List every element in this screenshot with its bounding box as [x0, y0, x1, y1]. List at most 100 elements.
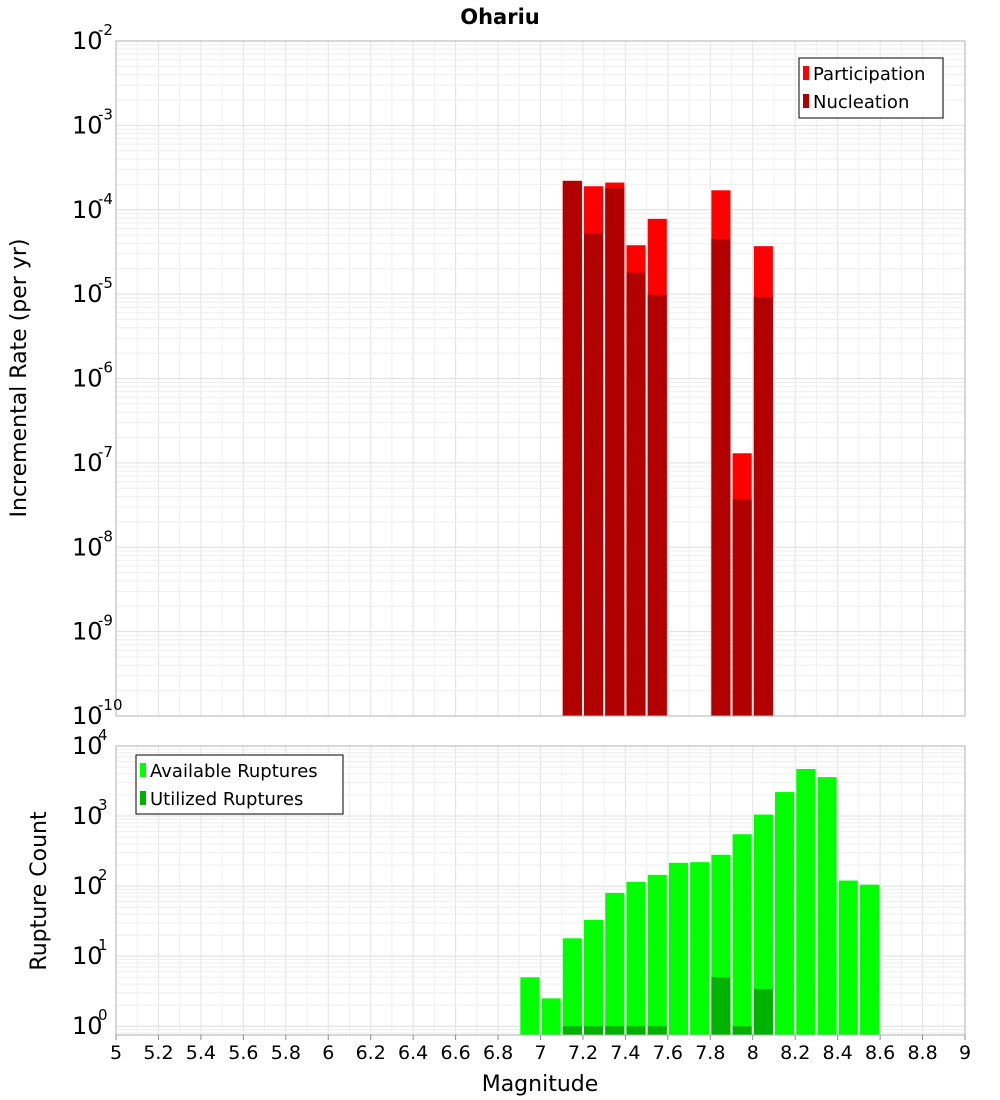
x-tick-label: 7.8 — [695, 1042, 725, 1064]
bar-overlay-nucleation — [753, 297, 773, 716]
y-tick-label: 10-5 — [72, 274, 113, 308]
y-tick-exponent: -7 — [98, 443, 113, 461]
x-tick-label: 8 — [747, 1042, 759, 1064]
y-tick-label: 10-9 — [72, 612, 113, 646]
y-tick-label: 104 — [72, 726, 108, 760]
y-tick-base: 10 — [72, 732, 103, 760]
bar-available-ruptures — [859, 884, 880, 1035]
y-tick-base: 10 — [72, 280, 103, 308]
bar-overlay-utilized-ruptures — [647, 1026, 667, 1035]
y-tick-exponent: 2 — [98, 866, 108, 884]
bar-available-ruptures — [817, 777, 837, 1035]
y-tick-label: 100 — [72, 1006, 108, 1040]
utilized-legend-swatch — [140, 791, 146, 805]
bar-overlay-utilized-ruptures — [584, 1026, 604, 1035]
y-tick-base: 10 — [72, 533, 103, 561]
bar-available-ruptures — [838, 880, 858, 1035]
x-tick-label: 7 — [534, 1042, 546, 1064]
bar-available-ruptures — [668, 862, 689, 1035]
magnitude-x-ticks: 5 5.2 5.4 5.6 5.8 6 6.2 6.4 6.6 6.8 7 7.2 7.4 7.6 7.8 8… — [110, 1035, 971, 1064]
bar-available-ruptures — [584, 919, 604, 1035]
x-tick-label: 9 — [959, 1042, 971, 1064]
nucleation-legend-swatch — [803, 94, 809, 108]
x-tick-label: 6.4 — [398, 1042, 428, 1064]
x-tick-label: 8.2 — [780, 1042, 810, 1064]
nucleation-legend-label: Nucleation — [813, 92, 909, 113]
x-tick-label: 5.2 — [143, 1042, 173, 1064]
y-tick-base: 10 — [72, 449, 103, 477]
bar-available-ruptures — [562, 938, 582, 1035]
x-tick-label: 7.4 — [610, 1042, 640, 1064]
y-tick-label: 102 — [72, 866, 108, 900]
bar-overlay-utilized-ruptures — [626, 1026, 646, 1035]
bar-available-ruptures — [647, 874, 667, 1035]
rate-legend: Participation Nucleation — [798, 57, 944, 119]
count-bars — [520, 768, 880, 1035]
x-tick-label: 8.4 — [823, 1042, 853, 1064]
rate-legend-box — [798, 57, 944, 119]
bar-overlay-nucleation — [626, 272, 646, 716]
y-tick-exponent: 3 — [98, 796, 108, 814]
bar-available-ruptures — [626, 881, 646, 1035]
bar-overlay-utilized-ruptures — [605, 1026, 625, 1035]
bar-available-ruptures — [605, 892, 625, 1035]
utilized-legend-label: Utilized Ruptures — [150, 789, 303, 810]
bar-overlay-nucleation — [647, 294, 667, 716]
y-tick-exponent: -2 — [98, 21, 113, 39]
count-legend: Available Ruptures Utilized Ruptures — [135, 754, 344, 815]
x-tick-label: 7.6 — [653, 1042, 683, 1064]
available-legend-label: Available Ruptures — [150, 761, 318, 782]
y-tick-base: 10 — [72, 1012, 103, 1040]
y-tick-exponent: -6 — [98, 359, 113, 377]
bar-overlay-utilized-ruptures — [732, 1026, 752, 1035]
bar-available-ruptures — [520, 977, 540, 1035]
y-tick-exponent: 1 — [98, 936, 108, 954]
y-tick-exponent: -3 — [98, 105, 113, 123]
y-tick-label: 10-2 — [72, 21, 113, 55]
participation-legend-swatch — [803, 66, 809, 80]
bar-available-ruptures — [690, 862, 710, 1035]
y-tick-exponent: 0 — [98, 1006, 108, 1024]
bar-available-ruptures — [753, 814, 773, 1035]
top-plot-frame — [115, 40, 966, 717]
bar-available-ruptures — [775, 792, 795, 1035]
bar-overlay-utilized-ruptures — [711, 977, 731, 1035]
y-tick-label: 10-6 — [72, 359, 113, 393]
bar-overlay-nucleation — [584, 233, 604, 716]
y-tick-base: 10 — [72, 111, 103, 139]
y-tick-label: 103 — [72, 796, 108, 830]
bar-available-ruptures — [796, 768, 816, 1035]
y-tick-base: 10 — [72, 618, 103, 646]
top-plot-grid — [115, 41, 966, 717]
y-tick-label: 10-4 — [72, 190, 113, 224]
y-tick-base: 10 — [72, 802, 103, 830]
y-tick-exponent: -9 — [98, 612, 113, 630]
x-tick-label: 8.8 — [907, 1042, 937, 1064]
x-tick-label: 7.2 — [568, 1042, 598, 1064]
bar-overlay-nucleation — [732, 499, 752, 716]
rate-y-axis-label: Incremental Rate (per yr) — [7, 239, 32, 518]
magnitude-x-axis-label: Magnitude — [482, 1072, 599, 1097]
y-tick-base: 10 — [72, 196, 103, 224]
x-tick-label: 5.8 — [271, 1042, 301, 1064]
chart-title: Ohariu — [460, 5, 539, 29]
x-tick-label: 8.6 — [865, 1042, 895, 1064]
bar-available-ruptures — [732, 834, 752, 1035]
y-tick-base: 10 — [72, 365, 103, 393]
bar-overlay-nucleation — [605, 188, 625, 717]
bar-overlay-utilized-ruptures — [562, 1026, 582, 1035]
bar-available-ruptures — [541, 998, 561, 1035]
y-tick-base: 10 — [72, 27, 103, 55]
y-tick-base: 10 — [72, 702, 103, 730]
y-tick-label: 10-8 — [72, 527, 113, 561]
y-tick-exponent: -10 — [98, 696, 123, 714]
count-legend-box — [135, 754, 344, 815]
x-tick-label: 6.8 — [483, 1042, 513, 1064]
x-tick-label: 6 — [322, 1042, 334, 1064]
x-tick-label: 6.6 — [440, 1042, 470, 1064]
y-tick-label: 10-7 — [72, 443, 113, 477]
y-tick-label: 10-10 — [72, 696, 123, 730]
